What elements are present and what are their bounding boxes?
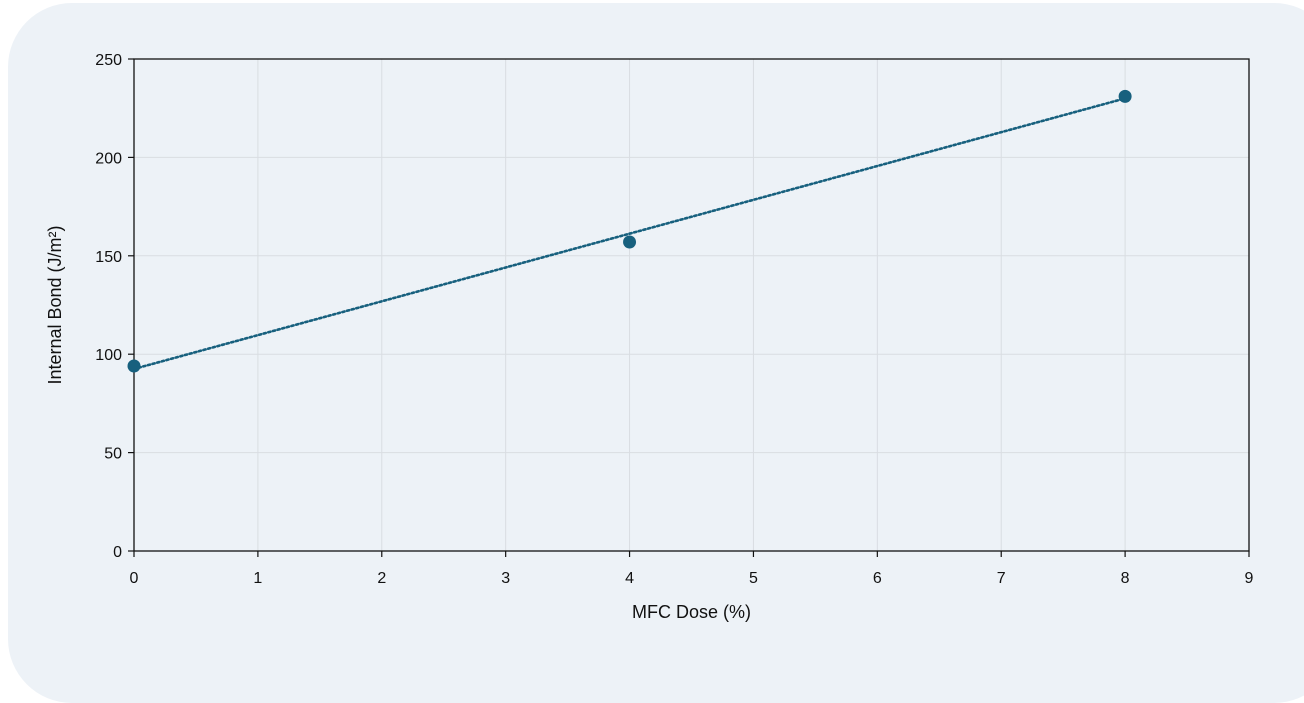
y-tick-label: 200 [95,150,122,167]
x-tick-label: 7 [997,570,1006,587]
y-tick-label: 100 [95,347,122,364]
y-tick-label: 150 [95,249,122,266]
scatter-chart: 0 1 2 3 4 5 6 7 8 9 0 50 100 150 200 250 MFC Dose (%) I… [45,52,1254,622]
trendline [132,97,1127,371]
y-axis-title: Internal Bond (J/m²) [45,225,65,384]
x-tick-label: 3 [501,570,510,587]
y-tick-label: 50 [104,446,122,463]
plot-area-border [133,58,1250,552]
data-point [127,359,141,373]
y-tick-label: 0 [113,544,122,561]
data-point [1118,89,1132,103]
data-points [127,89,1132,373]
x-tick-label: 4 [625,570,634,587]
x-tick-label: 6 [873,570,882,587]
chart-background [8,3,1304,703]
grid [134,59,1249,551]
x-tick-label: 8 [1121,570,1130,587]
x-tick-label: 5 [749,570,758,587]
x-tick-label: 9 [1245,570,1254,587]
tick-labels: 0 1 2 3 4 5 6 7 8 9 0 50 100 150 200 250 [95,52,1253,587]
x-tick-label: 2 [377,570,386,587]
x-tick-label: 1 [253,570,262,587]
x-tick-label: 0 [130,570,139,587]
y-tick-label: 250 [95,52,122,69]
data-point [623,235,637,249]
x-axis-title: MFC Dose (%) [632,602,751,622]
